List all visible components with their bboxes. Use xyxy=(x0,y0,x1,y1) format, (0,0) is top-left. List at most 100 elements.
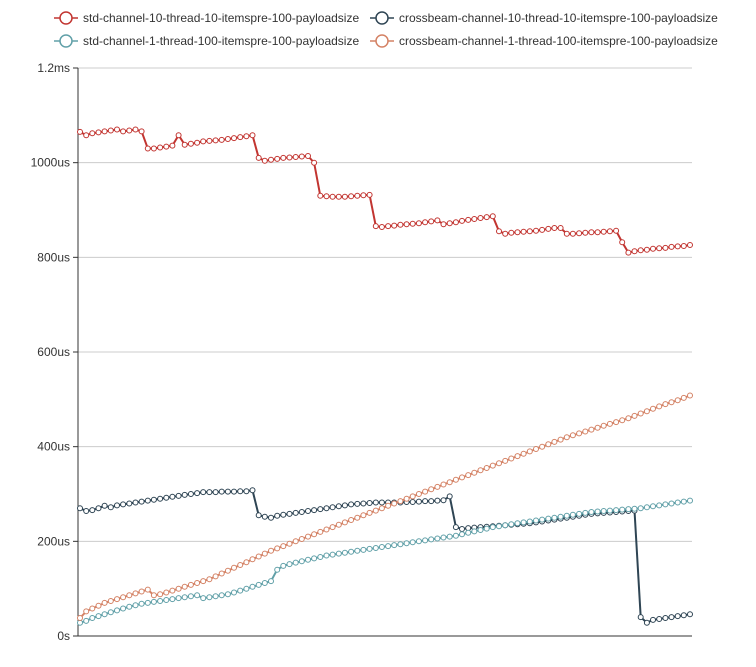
data-point[interactable] xyxy=(452,219,459,226)
data-point[interactable] xyxy=(114,502,120,509)
data-point[interactable] xyxy=(126,127,133,134)
data-point[interactable] xyxy=(298,509,305,515)
data-point[interactable] xyxy=(415,220,422,227)
data-point[interactable] xyxy=(335,503,342,510)
data-point[interactable] xyxy=(329,551,336,558)
data-point[interactable] xyxy=(360,546,367,553)
data-point[interactable] xyxy=(434,483,441,490)
data-point[interactable] xyxy=(305,556,311,563)
data-point[interactable] xyxy=(582,428,589,435)
data-point[interactable] xyxy=(459,531,465,538)
data-point[interactable] xyxy=(582,229,589,236)
data-point[interactable] xyxy=(446,493,453,500)
data-point[interactable] xyxy=(496,523,502,530)
data-point[interactable] xyxy=(391,500,398,507)
data-point[interactable] xyxy=(662,615,669,621)
data-point[interactable] xyxy=(502,522,509,529)
data-point[interactable] xyxy=(237,488,244,495)
data-point[interactable] xyxy=(120,128,127,135)
data-point[interactable] xyxy=(594,229,601,236)
data-point[interactable] xyxy=(206,594,213,601)
data-point[interactable] xyxy=(83,508,90,514)
data-point[interactable] xyxy=(520,519,527,526)
data-point[interactable] xyxy=(231,135,237,142)
data-point[interactable] xyxy=(434,535,441,542)
data-point[interactable] xyxy=(637,410,644,417)
data-point[interactable] xyxy=(489,213,496,220)
data-point[interactable] xyxy=(409,220,416,227)
data-point[interactable] xyxy=(95,613,102,620)
data-point[interactable] xyxy=(120,594,127,601)
data-point[interactable] xyxy=(175,132,182,139)
data-point[interactable] xyxy=(539,516,546,523)
data-point[interactable] xyxy=(268,156,274,163)
data-point[interactable] xyxy=(403,540,410,547)
data-point[interactable] xyxy=(231,589,237,596)
data-point[interactable] xyxy=(305,533,311,540)
data-point[interactable] xyxy=(452,532,459,539)
data-point[interactable] xyxy=(508,521,515,528)
data-point[interactable] xyxy=(249,487,256,494)
data-point[interactable] xyxy=(378,224,385,230)
data-point[interactable] xyxy=(502,457,509,464)
data-point[interactable] xyxy=(231,488,237,495)
data-point[interactable] xyxy=(255,553,262,560)
data-point[interactable] xyxy=(643,246,650,253)
data-point[interactable] xyxy=(169,493,176,500)
data-point[interactable] xyxy=(569,432,576,439)
data-point[interactable] xyxy=(274,155,281,162)
data-point[interactable] xyxy=(372,499,379,506)
data-point[interactable] xyxy=(668,614,675,621)
data-point[interactable] xyxy=(619,239,626,246)
legend-item-0[interactable]: std-channel-10-thread-10-itemspre-100-pa… xyxy=(54,11,359,25)
data-point[interactable] xyxy=(613,419,620,426)
data-point[interactable] xyxy=(668,243,675,250)
data-point[interactable] xyxy=(385,543,392,550)
data-point[interactable] xyxy=(533,517,539,524)
data-point[interactable] xyxy=(637,614,644,621)
data-point[interactable] xyxy=(428,536,435,543)
data-point[interactable] xyxy=(268,578,274,585)
data-point[interactable] xyxy=(496,228,502,235)
data-point[interactable] xyxy=(89,615,96,621)
data-point[interactable] xyxy=(138,128,145,135)
data-point[interactable] xyxy=(187,140,194,147)
data-point[interactable] xyxy=(656,245,663,252)
data-point[interactable] xyxy=(459,217,465,224)
data-point[interactable] xyxy=(292,559,299,566)
data-point[interactable] xyxy=(643,408,650,415)
data-point[interactable] xyxy=(471,528,478,535)
data-point[interactable] xyxy=(169,142,176,149)
data-point[interactable] xyxy=(83,132,90,139)
data-point[interactable] xyxy=(526,448,533,455)
data-point[interactable] xyxy=(637,505,644,512)
data-point[interactable] xyxy=(224,488,231,495)
data-point[interactable] xyxy=(514,453,521,460)
data-point[interactable] xyxy=(680,394,687,401)
data-point[interactable] xyxy=(181,594,188,601)
data-point[interactable] xyxy=(428,498,435,505)
data-point[interactable] xyxy=(206,576,213,583)
data-point[interactable] xyxy=(280,154,287,161)
data-point[interactable] xyxy=(674,499,681,506)
data-point[interactable] xyxy=(489,462,496,469)
data-point[interactable] xyxy=(662,401,669,408)
data-point[interactable] xyxy=(557,436,564,443)
data-point[interactable] xyxy=(650,245,656,252)
data-point[interactable] xyxy=(440,221,447,228)
data-point[interactable] xyxy=(391,542,398,549)
data-point[interactable] xyxy=(120,501,127,508)
data-point[interactable] xyxy=(680,243,687,249)
data-point[interactable] xyxy=(126,592,133,599)
data-point[interactable] xyxy=(594,508,601,515)
data-point[interactable] xyxy=(643,619,650,626)
data-point[interactable] xyxy=(101,599,108,606)
data-point[interactable] xyxy=(280,562,287,569)
data-point[interactable] xyxy=(422,219,429,226)
data-point[interactable] xyxy=(366,545,373,552)
data-point[interactable] xyxy=(465,529,472,536)
data-point[interactable] xyxy=(409,493,416,500)
data-point[interactable] xyxy=(563,230,570,237)
data-point[interactable] xyxy=(680,612,687,619)
data-point[interactable] xyxy=(181,583,188,590)
